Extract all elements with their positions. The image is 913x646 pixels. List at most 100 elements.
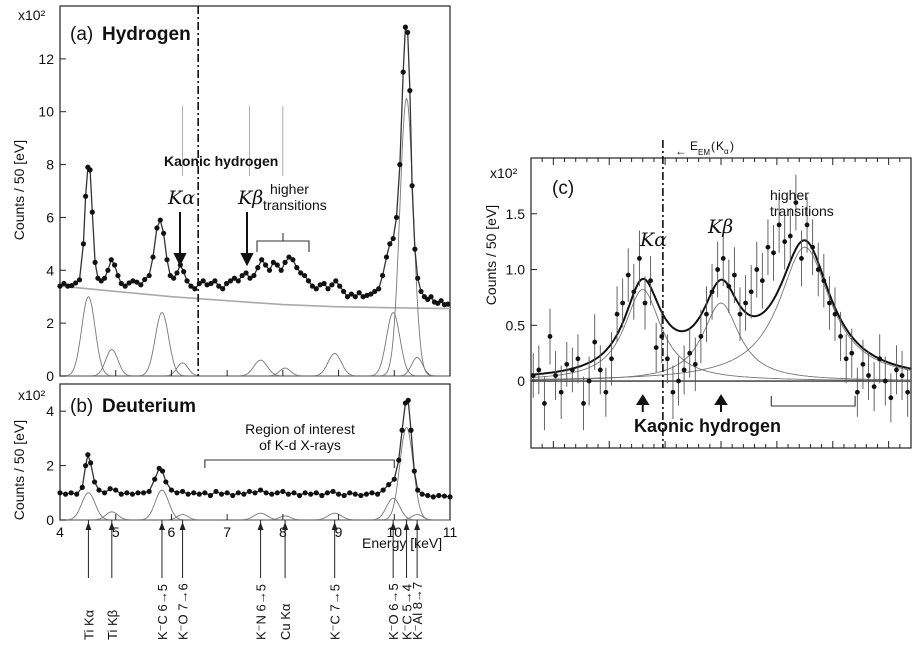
data-point: [79, 484, 85, 490]
data-point: [83, 193, 89, 199]
data-point: [73, 280, 79, 286]
line-label: K⁻Al 8→7: [410, 582, 425, 640]
data-point: [112, 262, 118, 268]
data-point: [877, 356, 883, 362]
data-point: [418, 288, 424, 295]
data-point: [888, 395, 894, 401]
data-point: [447, 494, 453, 500]
data-point: [207, 492, 214, 499]
data-point: [547, 334, 553, 339]
data-point: [430, 494, 436, 500]
data-point: [894, 367, 899, 373]
panel-c-arrows: [635, 394, 856, 412]
data-point: [793, 200, 799, 206]
kaonic-hydrogen-label-a: Kaonic hydrogen: [164, 153, 278, 169]
data-point: [776, 222, 782, 228]
data-point: [558, 389, 564, 395]
em-label-k: K: [716, 139, 724, 153]
data-point: [787, 233, 793, 239]
data-point: [380, 487, 386, 493]
data-point: [218, 491, 225, 497]
peak-component: [60, 497, 450, 521]
data-point: [592, 339, 598, 345]
panel-b-label: (b): [70, 396, 93, 417]
data-point: [152, 476, 158, 482]
panel-c-y-ticks: 0 0.5 1.0 1.5: [506, 158, 901, 448]
em-label-paren-close: ): [730, 139, 734, 153]
data-point: [150, 254, 156, 260]
y-tick-label: 0: [46, 512, 54, 528]
line-marker-arrow: [414, 522, 421, 530]
data-point: [866, 373, 871, 378]
data-point: [415, 275, 421, 281]
line-label: K⁻N 6→5: [254, 584, 269, 640]
x-tick-label: 5: [112, 524, 120, 540]
kb-arrow-a: [240, 212, 254, 267]
data-point: [732, 272, 737, 278]
data-point: [333, 278, 339, 284]
peak-component: [60, 426, 450, 521]
data-point: [402, 24, 409, 30]
data-point: [637, 255, 642, 261]
data-point: [196, 491, 202, 497]
total-fit: [530, 239, 912, 376]
y-tick-label: 0: [517, 373, 525, 389]
y-tick-label: 0.5: [506, 317, 526, 333]
data-point: [428, 294, 434, 300]
ka-label-c: Kα: [639, 229, 667, 251]
data-point: [369, 490, 375, 496]
data-point: [860, 361, 866, 367]
data-point: [313, 286, 319, 292]
data-point: [871, 384, 877, 390]
data-point: [720, 255, 726, 261]
em-arrow: ←: [675, 144, 687, 158]
data-point: [581, 400, 586, 406]
data-point: [191, 490, 197, 496]
data-point: [146, 272, 152, 279]
data-point: [335, 491, 342, 497]
data-point: [118, 280, 124, 287]
data-point: [340, 288, 347, 295]
data-point: [726, 283, 732, 289]
data-point: [676, 378, 681, 384]
data-point: [415, 487, 421, 493]
data-point: [179, 488, 186, 495]
data-point: [759, 278, 765, 284]
data-point: [57, 283, 63, 289]
data-point: [849, 350, 855, 356]
data-point: [363, 491, 370, 497]
data-point: [397, 161, 403, 168]
data-point: [337, 283, 343, 289]
data-point: [92, 259, 98, 265]
panel-a-title: Hydrogen: [102, 24, 191, 45]
line-marker-arrow: [85, 522, 92, 530]
data-point: [255, 265, 261, 271]
data-point: [313, 490, 319, 496]
data-point: [259, 257, 265, 263]
data-point: [262, 262, 269, 268]
data-point: [274, 490, 280, 496]
data-point: [386, 482, 392, 488]
line-label: K⁻C 6→5: [155, 584, 170, 640]
data-point: [280, 488, 286, 495]
x-tick-label: 7: [223, 524, 231, 540]
data-point: [368, 291, 374, 297]
line-label: K⁻O 7→6: [176, 583, 191, 640]
higher-label-a-1: higher: [270, 181, 309, 197]
up-arrow: [635, 394, 650, 412]
data-point: [882, 378, 888, 384]
peak-component: [60, 515, 450, 521]
data-point: [324, 490, 331, 496]
data-point: [308, 491, 314, 497]
data-point: [251, 272, 257, 279]
data-point: [436, 492, 442, 499]
x-tick-label: 10: [386, 524, 402, 540]
energy-axis-label: Energy [keV]: [362, 535, 442, 551]
data-point: [122, 283, 128, 289]
data-point: [411, 468, 417, 474]
panel-a-y-ticks: 0 2 4 6 8 10 12: [38, 51, 451, 384]
x-tick-label: 8: [279, 524, 287, 540]
data-point: [358, 492, 364, 499]
y-tick-label: 1.5: [506, 206, 526, 222]
line-marker-arrow: [331, 522, 338, 530]
